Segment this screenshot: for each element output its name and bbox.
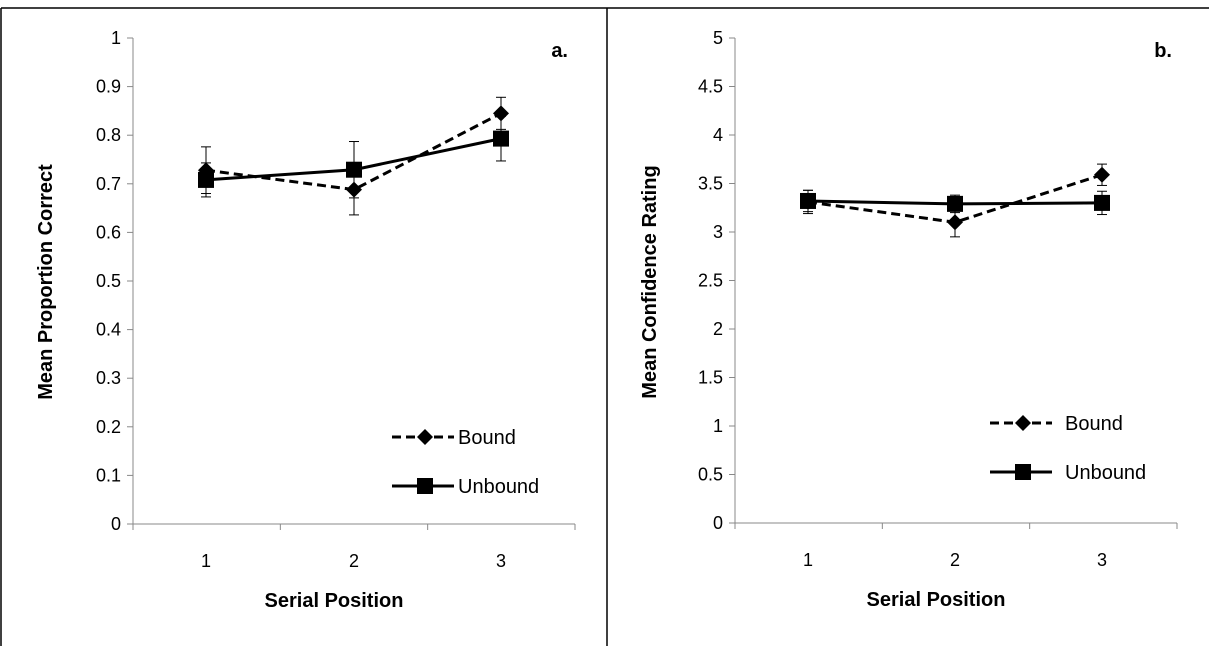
point-bound [947,214,963,231]
y-tick-label: 0.3 [96,368,121,388]
legend-marker-bound [417,429,433,445]
y-tick-label: 1.5 [698,368,723,388]
x-tick-label: 3 [1097,550,1107,570]
y-tick-label: 1 [713,416,723,436]
y-tick-label: 0.1 [96,465,121,485]
y-tick-label: 0 [713,513,723,533]
y-axis-title: Mean Confidence Rating [639,165,661,398]
legend-marker-unbound [417,478,433,494]
panel-label: a. [551,40,568,62]
legend-marker-unbound [1015,464,1031,480]
y-tick-label: 0.6 [96,222,121,242]
point-unbound [493,130,509,147]
y-tick-label: 0.2 [96,417,121,437]
y-tick-label: 1 [111,28,121,48]
x-tick-label: 2 [950,550,960,570]
x-tick-label: 3 [496,551,506,571]
chart-panel-a: 0 0.1 0.2 0.3 0.4 0.5 0.6 0.7 0.8 0.9 1 1 2 3 Serial P… [35,28,576,612]
y-tick-label: 4 [713,125,723,145]
y-tick-label: 2.5 [698,271,723,291]
legend-label-unbound: Unbound [458,476,539,498]
y-tick-label: 0.9 [96,77,121,97]
point-bound [493,105,509,122]
legend-label-bound: Bound [1065,413,1123,435]
point-bound [800,193,816,210]
y-tick-label: 5 [713,28,723,48]
y-tick-label: 3 [713,222,723,242]
y-tick-label: 3.5 [698,174,723,194]
point-bound [346,181,362,198]
y-tick-label: 0.5 [96,271,121,291]
series-line-bound [205,111,502,192]
y-tick-label: 2 [713,319,723,339]
point-bound [198,162,214,179]
y-tick-label: 0.8 [96,125,121,145]
x-tick-label: 1 [803,550,813,570]
y-tick-label: 4.5 [698,77,723,97]
x-axis-title: Serial Position [867,589,1006,611]
y-tick-label: 0.7 [96,174,121,194]
point-unbound [1094,194,1110,211]
x-tick-label: 1 [201,551,211,571]
point-bound [1094,166,1110,183]
chart-panel-b: 0 0.5 1 1.5 2 2.5 3 3.5 4 4.5 5 1 2 3 Serial Position M… [639,28,1178,611]
x-axis-title: Serial Position [265,590,404,612]
legend-marker-bound [1015,415,1031,431]
y-tick-label: 0.4 [96,320,121,340]
legend-label-unbound: Unbound [1065,462,1146,484]
y-tick-label: 0 [111,514,121,534]
legend-label-bound: Bound [458,427,516,449]
y-tick-label: 0.5 [698,465,723,485]
y-axis-title: Mean Proportion Correct [35,164,57,400]
panel-label: b. [1154,40,1172,62]
x-tick-label: 2 [349,551,359,571]
